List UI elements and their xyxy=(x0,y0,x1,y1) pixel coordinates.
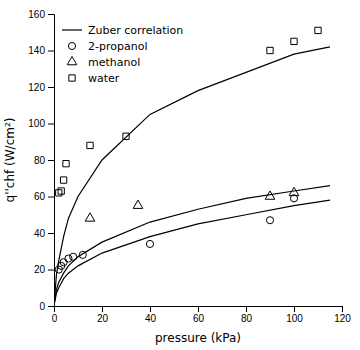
x-axis-tick: 80 xyxy=(241,306,253,324)
y-axis-tick-mark xyxy=(48,306,54,307)
point xyxy=(289,187,299,195)
plot-area: 0 20 40 60 80 100 120 0 20 40 60 80 100 120 140 160 Zube… xyxy=(28,9,351,324)
y-axis-tick-mark xyxy=(48,87,54,88)
legend-label: 2-propanol xyxy=(88,40,147,53)
legend-label: Zuber correlation xyxy=(88,24,183,37)
x-axis-tick: 120 xyxy=(334,306,351,324)
y-axis-tick: 20 xyxy=(34,264,54,275)
point xyxy=(267,47,273,53)
point xyxy=(58,188,64,194)
x-axis-tick-label: 20 xyxy=(97,313,109,324)
legend-swatch xyxy=(62,29,82,30)
x-axis-tick-label: 0 xyxy=(52,313,58,324)
point xyxy=(79,251,86,258)
x-axis-tick-label: 60 xyxy=(193,313,205,324)
y-axis-tick: 100 xyxy=(28,118,54,129)
point xyxy=(60,177,66,183)
x-axis-line xyxy=(55,307,343,313)
x-axis-tick-mark xyxy=(198,306,199,312)
y-axis-tick-label: 20 xyxy=(34,264,46,275)
y-axis-tick: 0 xyxy=(39,301,54,312)
point xyxy=(87,142,93,148)
point xyxy=(265,191,275,199)
point xyxy=(85,213,95,221)
legend-swatch xyxy=(67,56,77,64)
legend: Zuber correlation 2-propanol methanol water xyxy=(62,24,183,85)
line xyxy=(55,186,330,301)
x-axis-tick-mark xyxy=(342,306,343,312)
y-axis-tick-label: 60 xyxy=(34,191,46,202)
y-axis-tick-label: 80 xyxy=(34,155,46,166)
point xyxy=(146,240,153,247)
legend-item: 2-propanol xyxy=(68,40,147,53)
legend-swatch xyxy=(68,42,75,49)
y-axis-tick: 160 xyxy=(28,9,54,20)
point xyxy=(266,217,273,224)
marks xyxy=(55,27,330,302)
x-axis-tick-mark xyxy=(102,306,103,312)
legend-label: methanol xyxy=(88,56,140,69)
y-axis-tick-mark xyxy=(48,270,54,271)
y-axis-tick-label: 40 xyxy=(34,228,46,239)
y-axis-title: q''chf (W/cm²) xyxy=(3,118,17,203)
point xyxy=(70,253,77,260)
point xyxy=(133,200,143,208)
line xyxy=(55,200,330,302)
y-axis-tick-label: 160 xyxy=(28,9,45,20)
y-axis-tick: 120 xyxy=(28,82,54,93)
point xyxy=(291,38,297,44)
x-axis-tick-label: 40 xyxy=(145,313,157,324)
y-axis-tick: 140 xyxy=(28,45,54,56)
point xyxy=(65,255,72,262)
y-axis-tick-mark xyxy=(48,124,54,125)
x-axis-tick: 40 xyxy=(145,306,157,324)
y-axis-tick-mark xyxy=(48,160,54,161)
y-axis: 0 20 40 60 80 100 120 140 160 xyxy=(28,9,54,312)
y-axis-tick: 60 xyxy=(34,191,54,202)
y-axis-tick-mark xyxy=(48,233,54,234)
point xyxy=(56,190,62,196)
x-axis-tick-mark xyxy=(294,306,295,312)
point xyxy=(60,259,67,266)
y-axis-line xyxy=(48,15,55,307)
line xyxy=(55,47,330,297)
legend-item: Zuber correlation xyxy=(62,24,183,37)
legend-item: water xyxy=(69,72,120,85)
y-axis-tick-mark xyxy=(48,14,54,15)
y-axis-tick: 40 xyxy=(34,228,54,239)
y-axis-tick-label: 0 xyxy=(39,301,45,312)
y-axis-tick-label: 140 xyxy=(28,45,45,56)
x-axis-tick-mark xyxy=(246,306,247,312)
point xyxy=(63,160,69,166)
x-axis-title: pressure (kPa) xyxy=(155,331,241,345)
x-axis: 0 20 40 60 80 100 120 xyxy=(52,306,352,324)
legend-item: methanol xyxy=(67,56,140,69)
point xyxy=(315,27,321,33)
y-axis-tick-label: 100 xyxy=(28,118,45,129)
y-axis-tick-mark xyxy=(48,197,54,198)
x-axis-tick-label: 80 xyxy=(241,313,253,324)
y-axis-tick-mark xyxy=(48,51,54,52)
x-axis-tick-label: 100 xyxy=(286,313,303,324)
y-axis-tick: 80 xyxy=(34,155,54,166)
x-axis-tick-mark xyxy=(150,306,151,312)
x-axis-tick: 100 xyxy=(286,306,303,324)
x-axis-tick-label: 120 xyxy=(334,313,351,324)
chart: 0 20 40 60 80 100 120 0 20 40 60 80 100 120 140 160 Zube… xyxy=(0,0,360,350)
x-axis-tick: 20 xyxy=(97,306,109,324)
legend-label: water xyxy=(88,72,120,85)
x-axis-tick: 0 xyxy=(52,306,58,324)
y-axis-tick-label: 120 xyxy=(28,82,45,93)
x-axis-tick: 60 xyxy=(193,306,205,324)
point xyxy=(123,133,129,139)
legend-swatch xyxy=(69,75,75,81)
